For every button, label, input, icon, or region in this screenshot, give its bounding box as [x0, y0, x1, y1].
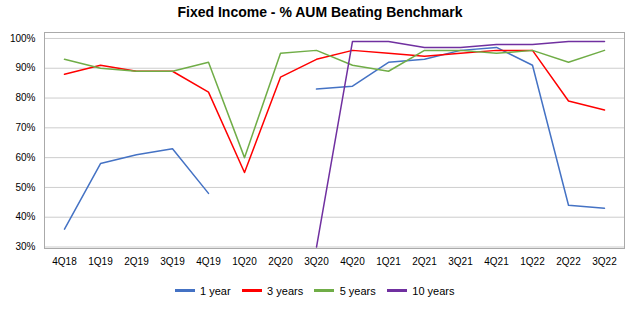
- svg-text:2Q20: 2Q20: [268, 256, 293, 267]
- svg-text:3Q22: 3Q22: [592, 256, 617, 267]
- svg-text:1Q21: 1Q21: [376, 256, 401, 267]
- html-text:Fixed Income - % AUM Beating B: Fixed Income - % AUM Beating Benchmark: [177, 4, 463, 20]
- svg-text:3Q19: 3Q19: [160, 256, 185, 267]
- svg-text:3Q20: 3Q20: [304, 256, 329, 267]
- svg-text:40%: 40%: [15, 211, 35, 222]
- html-text:10 years: 10 years: [412, 284, 455, 297]
- svg-text:2Q19: 2Q19: [124, 256, 149, 267]
- html-text:3 years: 3 years: [267, 284, 304, 297]
- html-text:5 years: 5 years: [339, 284, 376, 297]
- svg-text:100%: 100%: [10, 33, 36, 44]
- html-text:1 year: 1 year: [200, 284, 231, 297]
- svg-text:50%: 50%: [15, 182, 35, 193]
- svg-text:4Q18: 4Q18: [52, 256, 77, 267]
- svg-text:2Q22: 2Q22: [556, 256, 581, 267]
- svg-text:70%: 70%: [15, 122, 35, 133]
- svg-text:30%: 30%: [15, 241, 35, 252]
- svg-text:4Q19: 4Q19: [196, 256, 221, 267]
- svg-text:60%: 60%: [15, 152, 35, 163]
- svg-text:1Q22: 1Q22: [520, 256, 545, 267]
- svg-text:90%: 90%: [15, 62, 35, 73]
- svg-text:1Q19: 1Q19: [88, 256, 113, 267]
- svg-text:3Q21: 3Q21: [448, 256, 473, 267]
- svg-text:4Q21: 4Q21: [484, 256, 509, 267]
- svg-text:1Q20: 1Q20: [232, 256, 257, 267]
- svg-text:80%: 80%: [15, 92, 35, 103]
- svg-text:2Q21: 2Q21: [412, 256, 437, 267]
- svg-text:4Q20: 4Q20: [340, 256, 365, 267]
